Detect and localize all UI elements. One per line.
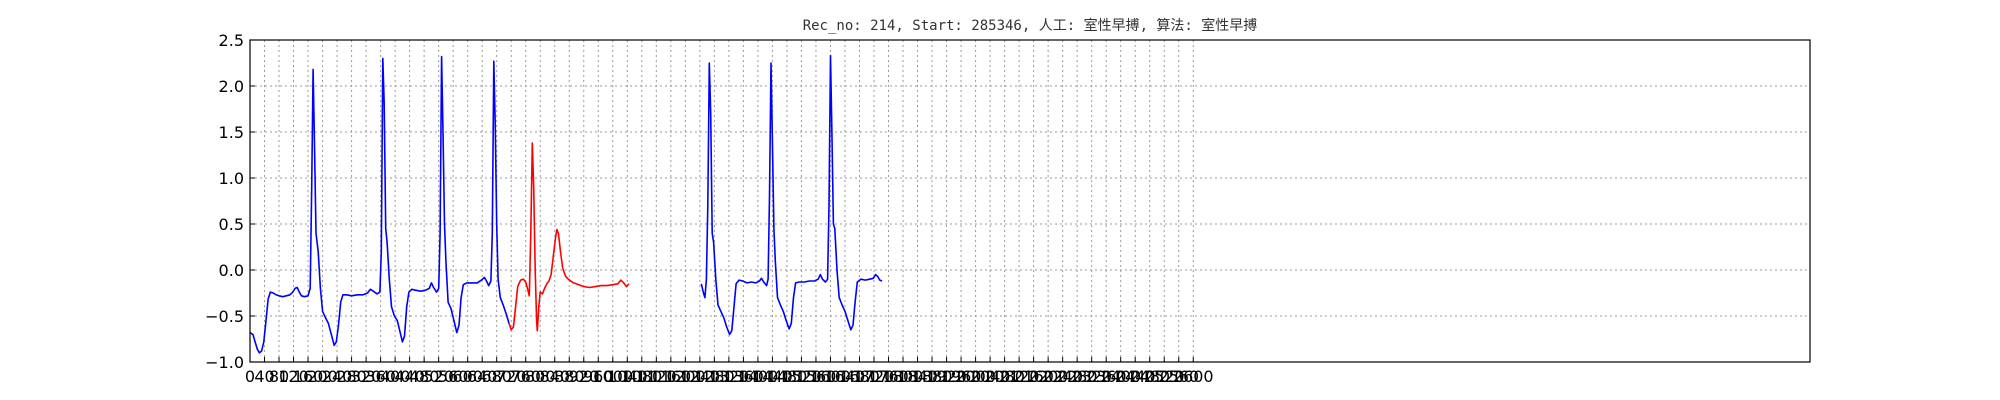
y-tick-label: 0.0 [219, 261, 244, 280]
x-tick-label: 480 [409, 367, 440, 386]
x-tick-label: 2160 [1013, 367, 1054, 386]
x-tick-label: 520 [423, 367, 454, 386]
x-tick-label: 360 [365, 367, 396, 386]
ecg-trace-normal-segment [700, 54, 883, 336]
x-tick-label: 960 [583, 367, 614, 386]
x-tick-label: 280 [336, 367, 367, 386]
x-tick-label: 320 [351, 367, 382, 386]
y-tick-label: 1.0 [219, 169, 244, 188]
ecg-trace-normal-segment [249, 55, 510, 354]
x-tick-label: 640 [467, 367, 498, 386]
x-tick-label: 1400 [738, 367, 779, 386]
x-tick-label: 1960 [941, 367, 982, 386]
x-tick-label: 40 [254, 367, 274, 386]
x-tick-label: 2480 [1129, 367, 1170, 386]
plot-frame [249, 39, 1811, 363]
x-tick-label: 1920 [926, 367, 967, 386]
y-tick-label: 1.5 [219, 123, 244, 142]
x-tick-label: 120 [278, 367, 309, 386]
x-tick-label: 1760 [868, 367, 909, 386]
x-tick-label: 2240 [1042, 367, 1083, 386]
x-tick-label: 1040 [607, 367, 648, 386]
x-tick-label: 2320 [1071, 367, 1112, 386]
x-tick-label: 440 [394, 367, 425, 386]
y-tick-label: 2.5 [219, 31, 244, 50]
y-tick-label: 2.0 [219, 77, 244, 96]
x-tick-label: 880 [554, 367, 585, 386]
x-tick-label: 1440 [752, 367, 793, 386]
x-tick-label: 1280 [694, 367, 735, 386]
x-tick-label: 2080 [984, 367, 1025, 386]
grid-lines [249, 39, 1810, 363]
x-tick-label: 1800 [883, 367, 924, 386]
ecg-trace-ventricular-segment [508, 142, 564, 332]
x-tick-label: 1240 [680, 367, 721, 386]
x-tick-label: 2000 [955, 367, 996, 386]
y-tick-label: −0.5 [205, 307, 244, 326]
ecg-trace-ventricular-segment [561, 267, 630, 289]
y-tick-label: −1.0 [205, 353, 244, 372]
x-tick-label: 2280 [1057, 367, 1098, 386]
x-tick-label: 1600 [810, 367, 851, 386]
x-tick-label: 560 [438, 367, 469, 386]
x-tick-label: 80 [269, 367, 289, 386]
x-tick-label: 160 [293, 367, 324, 386]
x-tick-label: 0 [245, 367, 255, 386]
x-tick-label: 1320 [709, 367, 750, 386]
x-tick-label: 1680 [839, 367, 880, 386]
x-tick-label: 1640 [825, 367, 866, 386]
x-tick-label: 400 [380, 367, 411, 386]
x-tick-label: 720 [496, 367, 527, 386]
x-tick-label: 1360 [723, 367, 764, 386]
x-tick-label: 2200 [1028, 367, 1069, 386]
x-tick-label: 2360 [1086, 367, 1127, 386]
x-tick-label: 2400 [1100, 367, 1141, 386]
x-tick-label: 840 [539, 367, 570, 386]
x-tick-label: 1200 [665, 367, 706, 386]
x-tick-label: 1120 [636, 367, 677, 386]
x-tick-label: 1880 [912, 367, 953, 386]
x-tick-label: 680 [481, 367, 512, 386]
x-tick-label: 1520 [781, 367, 822, 386]
y-tick-label: 0.5 [219, 215, 244, 234]
x-tick-label: 600 [452, 367, 483, 386]
x-tick-label: 1000 [592, 367, 633, 386]
x-tick-label: 1480 [767, 367, 808, 386]
plot-traces [249, 54, 883, 354]
x-tick-label: 1080 [621, 367, 662, 386]
axis-ticks: 0 408012016020024028032036040044048052056… [205, 31, 1213, 386]
x-tick-label: 240 [322, 367, 353, 386]
x-tick-label: 2120 [999, 367, 1040, 386]
x-tick-label: 2440 [1115, 367, 1156, 386]
x-tick-label: 1560 [796, 367, 837, 386]
chart-title: Rec_no: 214, Start: 285346, 人工: 室性早搏, 算法… [803, 17, 1258, 34]
x-tick-label: 800 [525, 367, 556, 386]
x-tick-label: 1840 [897, 367, 938, 386]
x-tick-label: 1720 [854, 367, 895, 386]
x-tick-label: 920 [568, 367, 599, 386]
x-tick-label: 2040 [970, 367, 1011, 386]
x-tick-label: 760 [510, 367, 541, 386]
x-tick-label: 2560 [1158, 367, 1199, 386]
x-tick-label: 1160 [650, 367, 691, 386]
x-tick-label: 2600 [1173, 367, 1214, 386]
x-tick-label: 200 [307, 367, 338, 386]
x-tick-label: 2520 [1144, 367, 1185, 386]
